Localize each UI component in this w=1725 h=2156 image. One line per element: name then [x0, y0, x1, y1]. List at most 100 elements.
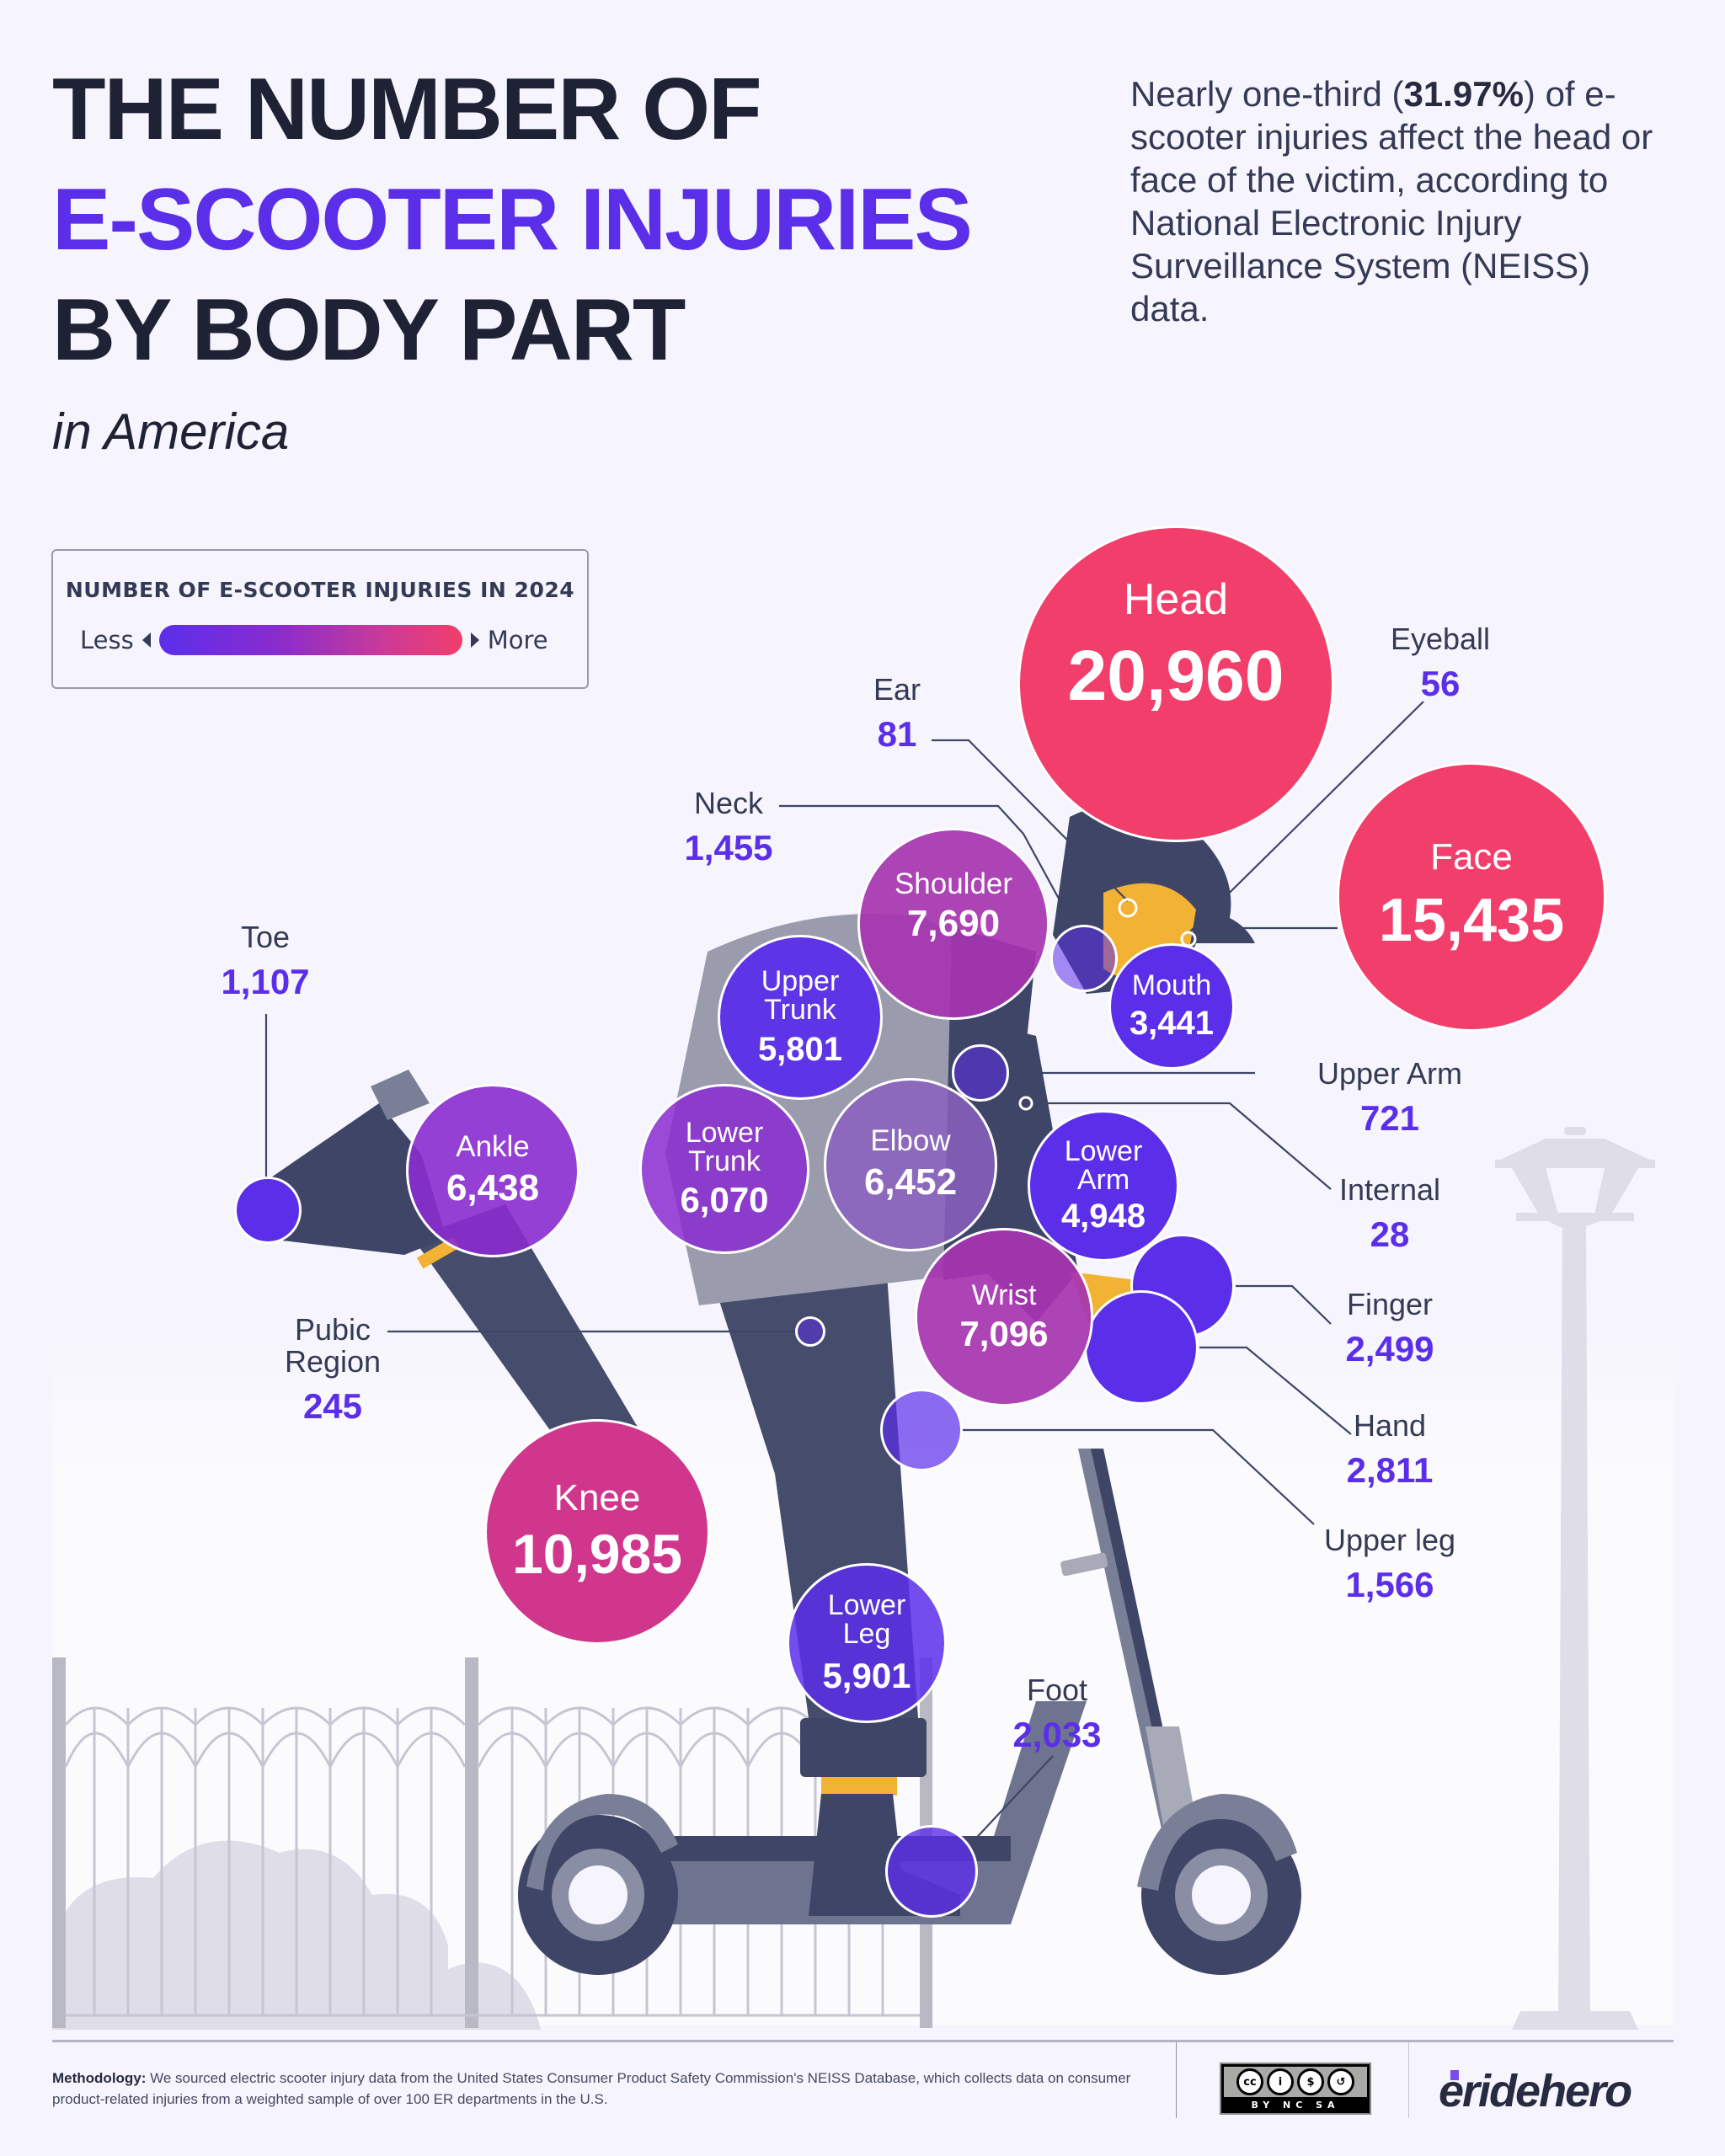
bubble-knee: Knee 10,985: [484, 1419, 710, 1645]
bubble-label: Knee: [553, 1476, 641, 1518]
callout-label: Hand: [1353, 1408, 1427, 1443]
legend-gradient-bar: [158, 625, 462, 655]
bubble-value: 7,690: [906, 903, 1001, 945]
intro-text: Nearly one-third (31.97%) of e-scooter i…: [1130, 72, 1669, 330]
bubble-foot: [885, 1825, 978, 1918]
callout-value: 28: [1370, 1214, 1410, 1254]
callout-ear: Ear 81: [859, 674, 935, 755]
intro-before: Nearly one-third (: [1130, 74, 1404, 114]
bubble-label-2: Trunk: [764, 994, 836, 1026]
brand-logo-accent: [1450, 2070, 1459, 2080]
callout-value: 1,107: [221, 961, 310, 1001]
bubble-label: Head: [1123, 574, 1229, 624]
callout-label: Upper Arm: [1316, 1056, 1463, 1091]
street-lamp-illustration: [1495, 1127, 1655, 2030]
callout-value: 1,455: [684, 827, 773, 867]
cc-icon: cc: [1236, 2068, 1263, 2095]
callout-value: 245: [302, 1385, 363, 1426]
cc-license-text: BY NC SA: [1251, 2100, 1340, 2111]
bubble-shoulder: Shoulder 7,690: [857, 828, 1049, 1020]
bubble-head: Head 20,960: [1017, 526, 1334, 842]
bubble-value: 6,438: [446, 1167, 540, 1209]
bubble-label-1: Lower: [1064, 1135, 1143, 1167]
arrow-left-icon: [142, 632, 151, 648]
cc-icons: cc i $ ↺: [1224, 2067, 1367, 2097]
bubble-neck: [1050, 925, 1118, 992]
bubble-label-2: Arm: [1076, 1164, 1130, 1196]
callout-value: 81: [877, 713, 917, 754]
bubble-value: 6,070: [680, 1179, 769, 1219]
bubble-upper-trunk: Upper Trunk 5,801: [718, 935, 883, 1100]
title-line-3: BY BODY PART: [52, 281, 686, 379]
attribution-icon: i: [1267, 2068, 1294, 2095]
bubble-upper-arm: [952, 1044, 1009, 1102]
callout-label-2: Region: [284, 1343, 382, 1379]
methodology-text: We sourced electric scooter injury data …: [52, 2070, 1131, 2107]
bubble-upper-leg: [880, 1389, 963, 1471]
bubble-label-1: Upper: [761, 965, 840, 997]
callout-value: 2,033: [1012, 1714, 1102, 1754]
bubble-hand: [1084, 1290, 1199, 1405]
callout-foot: Foot 2,033: [994, 1674, 1120, 1755]
cc-license-badge[interactable]: cc i $ ↺ BY NC SA: [1220, 2063, 1371, 2115]
bubble-label-1: Lower: [685, 1116, 764, 1149]
bubble-lower-leg: Lower Leg 5,901: [787, 1563, 947, 1723]
fence-illustration: [52, 1657, 932, 2028]
bubble-face: Face 15,435: [1337, 762, 1606, 1032]
callout-upper-arm: Upper Arm 721: [1289, 1058, 1491, 1139]
callout-label: Ear: [873, 672, 921, 707]
legend-title: NUMBER OF E-SCOOTER INJURIES IN 2024: [65, 578, 575, 602]
bubble-toe: [234, 1177, 302, 1244]
bubble-label: Shoulder: [894, 867, 1013, 901]
sharealike-icon: ↺: [1327, 2068, 1354, 2095]
bubble-value: 7,096: [959, 1313, 1049, 1353]
methodology-label: Methodology:: [52, 2070, 147, 2086]
legend-scale: Less More: [80, 625, 548, 655]
noncommercial-icon: $: [1297, 2068, 1324, 2095]
callout-label: Toe: [240, 920, 291, 954]
callout-label: Internal: [1338, 1172, 1441, 1207]
callout-label: Finger: [1346, 1287, 1434, 1321]
bubble-label: Ankle: [456, 1130, 530, 1164]
callout-label: Eyeball: [1390, 622, 1491, 656]
bubble-value: 10,985: [512, 1522, 682, 1585]
bubble-ankle: Ankle 6,438: [406, 1084, 579, 1257]
bubble-value: 5,901: [822, 1655, 911, 1695]
bubble-lower-trunk: Lower Trunk 6,070: [639, 1084, 809, 1254]
color-legend: NUMBER OF E-SCOOTER INJURIES IN 2024 Les…: [51, 549, 589, 689]
bubble-label-1: Lower: [827, 1588, 906, 1621]
methodology-note: Methodology: We sourced electric scooter…: [52, 2068, 1139, 2110]
callout-label: Neck: [693, 786, 764, 820]
callout-value: 56: [1420, 663, 1461, 703]
bubble-value: 3,441: [1129, 1005, 1215, 1042]
callout-label: Foot: [1026, 1673, 1088, 1707]
callout-value: 721: [1359, 1097, 1420, 1138]
bubble-label: Elbow: [870, 1124, 951, 1158]
subtitle: in America: [52, 403, 290, 460]
intro-after: ) of e-scooter injuries affect the head …: [1130, 74, 1653, 328]
callout-value: 2,499: [1345, 1328, 1434, 1369]
bubble-mouth: Mouth 3,441: [1108, 943, 1235, 1070]
callout-pubic-region: Pubic Region 245: [270, 1314, 396, 1427]
page-title: THE NUMBER OF E-SCOOTER INJURIES BY BODY…: [52, 61, 973, 397]
brand-logo[interactable]: eridehero: [1439, 2066, 1632, 2116]
bubble-value: 4,948: [1060, 1198, 1146, 1235]
legend-more-label: More: [487, 626, 548, 654]
bubble-value: 15,435: [1378, 887, 1565, 955]
footer-separator-2: [1408, 2042, 1409, 2118]
bubble-label-2: Trunk: [688, 1145, 761, 1177]
callout-label: Upper leg: [1323, 1523, 1456, 1557]
bubble-value: 5,801: [757, 1031, 843, 1068]
callout-neck: Neck 1,455: [665, 787, 792, 868]
callout-label-1: Pubic: [294, 1312, 371, 1347]
callout-value: 1,566: [1345, 1564, 1434, 1604]
bubble-value: 20,960: [1067, 635, 1284, 715]
bubble-pubic-region: [795, 1316, 825, 1347]
bubble-label: Wrist: [971, 1278, 1037, 1311]
title-line-1: THE NUMBER OF: [52, 61, 762, 158]
bubble-value: 6,452: [863, 1161, 958, 1203]
bubble-lower-arm: Lower Arm 4,948: [1028, 1110, 1179, 1262]
bubble-label: Mouth: [1131, 969, 1212, 1001]
footer-divider: [52, 2040, 1674, 2042]
callout-eyeball: Eyeball 56: [1365, 623, 1516, 704]
